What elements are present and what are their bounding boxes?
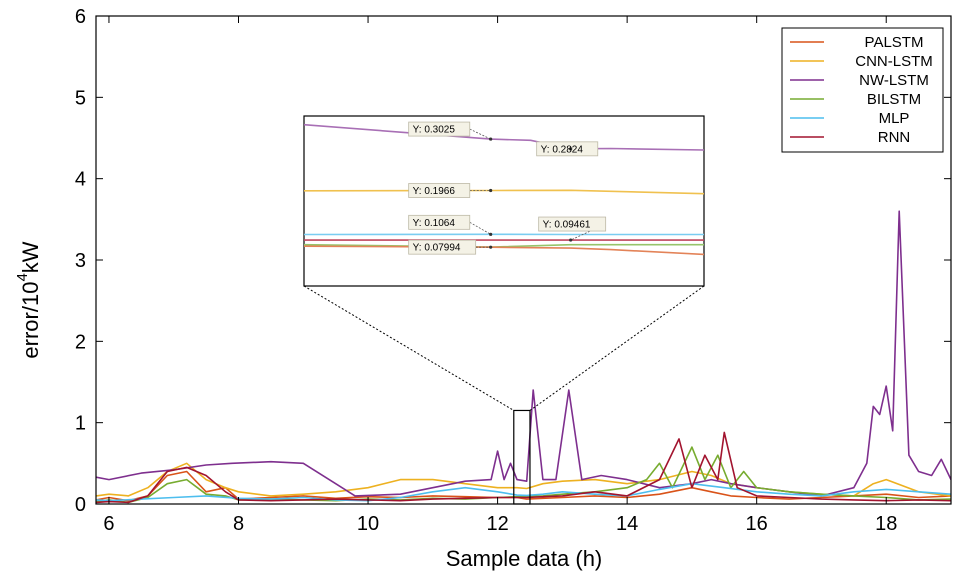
legend-item-palstm: PALSTM — [790, 34, 923, 51]
plot-area — [96, 210, 951, 504]
datatip-box — [536, 141, 599, 157]
datatip-palstm: Y: 0.07994 — [408, 239, 493, 255]
legend-box — [781, 27, 944, 153]
y-tick-label: 5 — [75, 87, 86, 109]
x-tick-label: 16 — [746, 513, 768, 535]
x-tick-label: 18 — [875, 513, 897, 535]
datatip-box — [408, 121, 471, 137]
y-axis-title-exponent: 4 — [14, 273, 31, 281]
series-line-mlp — [96, 482, 951, 502]
datatip-box — [408, 183, 471, 198]
datatip-box — [408, 214, 471, 230]
y-tick-label: 0 — [75, 494, 86, 516]
svg-text:error/104kW: error/104kW — [14, 241, 43, 358]
y-tick-label: 2 — [75, 331, 86, 353]
datatip-box — [408, 239, 477, 255]
legend-item-mlp: MLP — [790, 110, 909, 127]
series-line-nw-lstm — [96, 210, 951, 497]
datatip-marker — [569, 238, 573, 242]
legend-item-rnn: RNN — [790, 129, 910, 146]
datatip-label: Y: 0.07994 — [413, 243, 461, 254]
datatip-box — [538, 216, 607, 232]
legend-label: CNN-LSTM — [855, 53, 933, 70]
inset-frame — [303, 115, 705, 287]
legend-label: RNN — [878, 129, 911, 146]
x-tick-label: 14 — [616, 513, 638, 535]
datatip-nw-lstm: Y: 0.3025 — [408, 121, 493, 141]
datatip-label: Y: 0.09461 — [543, 220, 591, 231]
legend-item-nw-lstm: NW-LSTM — [790, 72, 929, 89]
datatip-marker — [489, 137, 493, 141]
datatip-leader — [469, 128, 491, 140]
legend-label: BILSTM — [867, 91, 921, 108]
datatip-marker — [569, 147, 573, 151]
y-axis-title-base: error/10 — [18, 282, 43, 359]
datatip-marker — [489, 188, 493, 193]
datatip-marker — [489, 245, 493, 249]
x-tick-label: 10 — [357, 513, 379, 535]
datatip-label: Y: 0.1966 — [413, 186, 456, 197]
datatip-rnn: Y: 0.09461 — [538, 216, 607, 242]
y-tick-label: 1 — [75, 413, 86, 435]
legend: PALSTM CNN-LSTM NW-LSTM BILSTM MLP RNN — [781, 27, 944, 153]
series-line-rnn — [96, 431, 951, 504]
datatip-label: Y: 0.1064 — [413, 218, 456, 229]
legend-label: MLP — [879, 110, 910, 127]
datatip-mlp: Y: 0.1064 — [408, 214, 493, 236]
datatip-label: Y: 0.3025 — [413, 125, 456, 136]
zoom-connector-left — [303, 285, 515, 411]
datatip-marker — [489, 232, 493, 236]
y-tick-label: 4 — [75, 169, 86, 191]
datatip-cnn-lstm: Y: 0.1966 — [408, 183, 493, 198]
datatip-nw-lstm: Y: 0.2824 — [536, 141, 599, 157]
legend-item-cnn-lstm: CNN-LSTM — [790, 53, 933, 70]
x-tick-label: 8 — [233, 513, 244, 535]
legend-label: NW-LSTM — [859, 72, 929, 89]
inset-line-cnn-lstm — [303, 189, 705, 195]
legend-item-bilstm: BILSTM — [790, 91, 921, 108]
zoom-layer — [303, 285, 705, 505]
y-axis-title-unit: kW — [18, 241, 43, 273]
y-tick-label: 3 — [75, 250, 86, 272]
datatip-label: Y: 0.2824 — [541, 144, 584, 155]
legend-label: PALSTM — [865, 34, 924, 51]
y-axis-title: error/104kW — [14, 241, 43, 358]
datatip-leader — [469, 221, 491, 235]
y-tick-label: 6 — [75, 6, 86, 28]
series-line-bilstm — [96, 446, 951, 504]
x-axis-title: Sample data (h) — [446, 546, 603, 571]
x-tick-label: 6 — [103, 513, 114, 535]
zoom-region-box — [513, 409, 531, 505]
inset-panel: Y: 0.3025 Y: 0.2824 Y: 0.1966 Y: 0.1064 Y: 0… — [303, 115, 705, 287]
zoom-connector-right — [529, 285, 705, 411]
x-tick-label: 12 — [486, 513, 508, 535]
datatip-leader — [570, 223, 606, 241]
